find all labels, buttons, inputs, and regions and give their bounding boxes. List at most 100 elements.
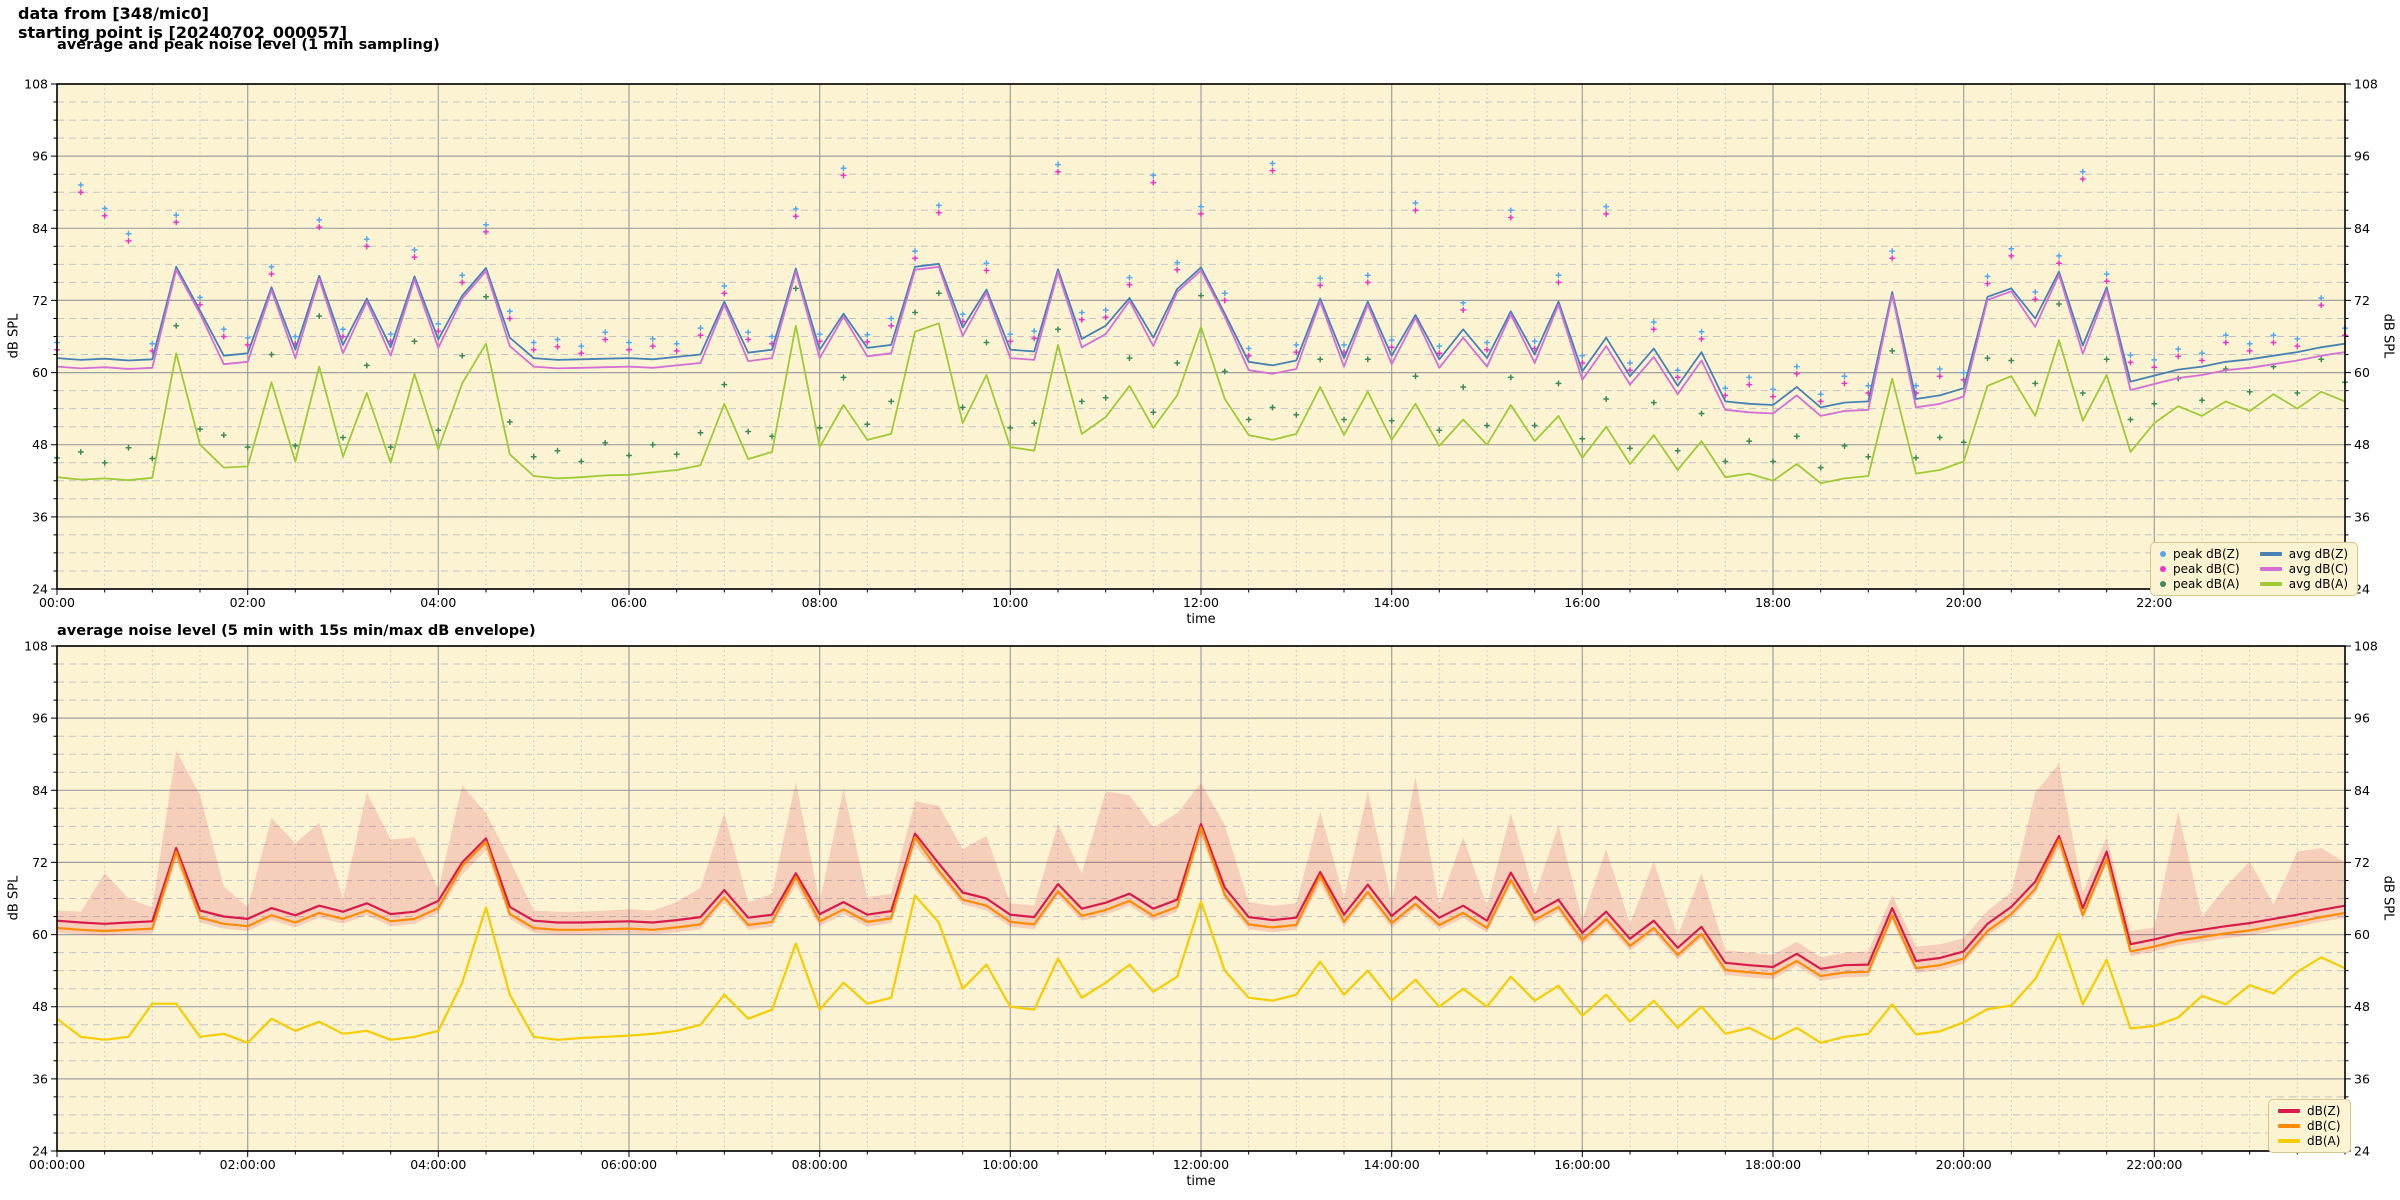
envelope-band xyxy=(57,750,2345,981)
legend-label-peak-dba: peak dB(A) xyxy=(2173,577,2240,591)
legend-label-dba: dB(A) xyxy=(2307,1134,2341,1148)
y-tick-label-right: 60 xyxy=(2354,365,2370,380)
legend-label-peak-dbz: peak dB(Z) xyxy=(2173,547,2240,561)
y-tick-label-left: 72 xyxy=(32,293,48,308)
legend-entry: peak dB(Z) xyxy=(2160,547,2240,561)
legend-marker-peak-dbc-dot xyxy=(2160,566,2166,572)
legend-label-avg-dbz: avg dB(Z) xyxy=(2288,547,2349,561)
series-avg dB(C) xyxy=(56,265,2346,417)
y-tick-label-left: 108 xyxy=(24,77,48,92)
legend-entry: peak dB(C) xyxy=(2160,562,2240,576)
y-tick-label-left: 48 xyxy=(32,437,48,452)
y-tick-label-right: 96 xyxy=(2354,149,2370,164)
x-tick-label: 04:00 xyxy=(420,595,456,610)
header-line-1: data from [348/mic0] xyxy=(18,4,209,23)
header-line-2: starting point is [20240702_000057] xyxy=(18,23,348,42)
y-tick-label-left: 48 xyxy=(32,999,48,1014)
chart-2-ylabel-right: dB SPL xyxy=(2380,875,2396,921)
legend-marker-dbz-line xyxy=(2278,1109,2300,1113)
y-tick-label-right: 108 xyxy=(2354,639,2378,654)
chart-1: 00:00 02:00 04:00 06:00 08:00 10:00 12:00 14:00… xyxy=(24,77,2378,611)
legend-entry: avg dB(C) xyxy=(2259,562,2349,576)
y-tick-label-left: 60 xyxy=(32,927,48,942)
legend-entry: dB(C) xyxy=(2278,1119,2341,1133)
y-tick-label-right: 72 xyxy=(2354,855,2370,870)
x-tick-label: 02:00 xyxy=(230,595,266,610)
series-dB(C) xyxy=(56,826,2346,978)
x-tick-label: 18:00:00 xyxy=(1745,1157,1801,1172)
legend-entry: avg dB(Z) xyxy=(2259,547,2349,561)
legend-marker-peak-dbz-dot xyxy=(2160,551,2166,557)
x-tick-label: 02:00:00 xyxy=(220,1157,276,1172)
x-tick-label: 06:00 xyxy=(611,595,647,610)
y-tick-label-left: 72 xyxy=(32,855,48,870)
x-tick-label: 00:00 xyxy=(39,595,75,610)
x-tick-label: 14:00 xyxy=(1374,595,1410,610)
legend-marker-peak-dba-dot xyxy=(2160,581,2166,587)
legend-marker-avg-dba-line xyxy=(2259,582,2282,586)
chart-1-ylabel-left: dB SPL xyxy=(6,313,22,359)
y-tick-label-right: 36 xyxy=(2354,509,2370,524)
legend-chart-1: peak dB(Z) avg dB(Z) peak dB(C) avg dB(C… xyxy=(2150,542,2359,596)
x-tick-label: 16:00:00 xyxy=(1554,1157,1610,1172)
chart-1-xlabel: time xyxy=(1186,612,1216,627)
x-tick-label: 12:00:00 xyxy=(1173,1157,1229,1172)
legend-label-avg-dbc: avg dB(C) xyxy=(2288,562,2349,576)
legend-entry: dB(A) xyxy=(2278,1134,2341,1148)
legend-label-dbz: dB(Z) xyxy=(2307,1104,2341,1118)
x-tick-label: 20:00:00 xyxy=(1936,1157,1992,1172)
x-tick-label: 08:00:00 xyxy=(792,1157,848,1172)
y-tick-label-left: 96 xyxy=(32,149,48,164)
y-tick-label-right: 60 xyxy=(2354,927,2370,942)
x-tick-label: 14:00:00 xyxy=(1364,1157,1420,1172)
legend-marker-avg-dbc-line xyxy=(2259,567,2282,571)
x-tick-label: 04:00:00 xyxy=(410,1157,466,1172)
x-tick-label: 20:00 xyxy=(1946,595,1982,610)
y-tick-label-right: 72 xyxy=(2354,293,2370,308)
chart-2: 00:00:00 02:00:00 04:00:00 06:00:00 08:00:00… xyxy=(24,639,2378,1173)
y-tick-label-left: 60 xyxy=(32,365,48,380)
legend-entry: dB(Z) xyxy=(2278,1104,2341,1118)
y-tick-label-right: 96 xyxy=(2354,711,2370,726)
series-dB(Z) xyxy=(56,822,2346,970)
x-tick-label: 16:00 xyxy=(1564,595,1600,610)
y-tick-label-left: 24 xyxy=(32,582,48,597)
x-tick-label: 10:00:00 xyxy=(982,1157,1038,1172)
y-tick-label-left: 24 xyxy=(32,1144,48,1159)
legend-label-avg-dba: avg dB(A) xyxy=(2288,577,2349,591)
legend-marker-dbc-line xyxy=(2278,1124,2300,1128)
minor-vgridlines xyxy=(104,646,2298,1151)
y-tick-label-right: 48 xyxy=(2354,999,2370,1014)
y-tick-label-left: 36 xyxy=(32,1071,48,1086)
chart-2-ylabel-left: dB SPL xyxy=(6,875,22,921)
y-tick-label-right: 108 xyxy=(2354,77,2378,92)
legend-label-dbc: dB(C) xyxy=(2307,1119,2341,1133)
x-tick-label: 12:00 xyxy=(1183,595,1219,610)
x-tick-label: 00:00:00 xyxy=(29,1157,85,1172)
x-tick-label: 06:00:00 xyxy=(601,1157,657,1172)
y-tick-label-left: 36 xyxy=(32,509,48,524)
chart-2-title: average noise level (5 min with 15s min/… xyxy=(57,623,536,639)
y-tick-label-right: 48 xyxy=(2354,437,2370,452)
x-tick-label: 10:00 xyxy=(992,595,1028,610)
legend-chart-2: dB(Z) dB(C) dB(A) xyxy=(2268,1099,2351,1153)
y-tick-label-right: 84 xyxy=(2354,783,2370,798)
x-tick-label: 22:00 xyxy=(2136,595,2172,610)
y-tick-label-left: 84 xyxy=(32,783,48,798)
series-avg dB(A) xyxy=(56,322,2346,485)
y-tick-label-left: 96 xyxy=(32,711,48,726)
legend-marker-avg-dbz-line xyxy=(2259,552,2282,556)
legend-label-peak-dbc: peak dB(C) xyxy=(2173,562,2240,576)
x-tick-label: 22:00:00 xyxy=(2126,1157,2182,1172)
legend-entry: avg dB(A) xyxy=(2259,577,2349,591)
legend-marker-dba-line xyxy=(2278,1139,2300,1143)
x-tick-label: 18:00 xyxy=(1755,595,1791,610)
chart-1-ylabel-right: dB SPL xyxy=(2380,313,2396,359)
y-tick-label-right: 24 xyxy=(2354,1144,2370,1159)
chart-1-title: average and peak noise level (1 min samp… xyxy=(57,37,440,53)
legend-entry: peak dB(A) xyxy=(2160,577,2240,591)
y-tick-label-left: 108 xyxy=(24,639,48,654)
y-tick-label-right: 36 xyxy=(2354,1071,2370,1086)
